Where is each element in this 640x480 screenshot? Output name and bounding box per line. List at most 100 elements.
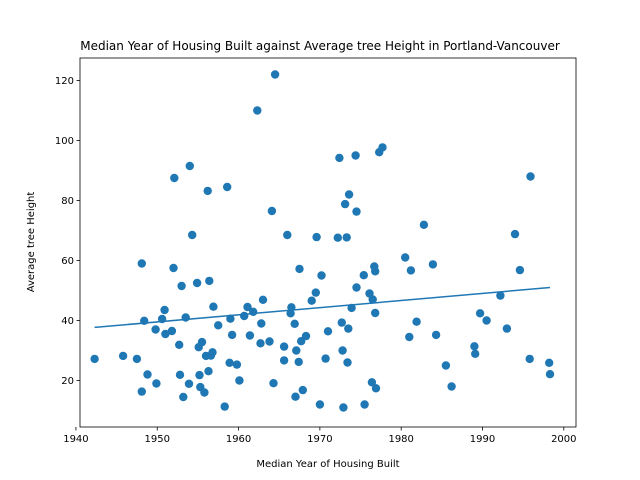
scatter-point xyxy=(298,385,307,395)
scatter-point xyxy=(510,229,520,239)
scatter-point xyxy=(292,346,301,355)
y-axis-label: Average tree Height xyxy=(26,192,37,293)
scatter-point xyxy=(475,309,485,318)
scatter-point xyxy=(340,199,350,209)
scatter-point xyxy=(371,267,380,276)
x-axis-label: Median Year of Housing Built xyxy=(256,459,399,470)
y-tick-label: 40 xyxy=(61,316,74,327)
scatter-point xyxy=(279,356,289,365)
scatter-point xyxy=(270,70,280,79)
scatter-point xyxy=(344,324,353,333)
scatter-point xyxy=(352,207,361,216)
scatter-point xyxy=(359,271,368,280)
scatter-point xyxy=(496,291,505,300)
scatter-point xyxy=(342,233,351,242)
scatter-point xyxy=(368,295,377,304)
scatter-point xyxy=(525,354,534,364)
scatter-point xyxy=(419,220,429,229)
scatter-point xyxy=(200,388,209,397)
scatter-point xyxy=(203,186,212,196)
scatter-point xyxy=(367,378,377,387)
x-tick-label: 1940 xyxy=(63,434,88,445)
scatter-point xyxy=(339,403,348,412)
scatter-point xyxy=(333,233,342,242)
scatter-point xyxy=(169,263,178,273)
scatter-point xyxy=(161,329,170,339)
scatter-point xyxy=(515,265,525,275)
scatter-point xyxy=(311,288,320,297)
scatter-point xyxy=(545,358,554,367)
scatter-point xyxy=(471,349,480,358)
x-tick-label: 2000 xyxy=(551,434,576,445)
scatter-point xyxy=(269,379,278,388)
scatter-point xyxy=(243,302,252,312)
scatter-point xyxy=(257,319,266,328)
scatter-point xyxy=(223,182,232,192)
scatter-point xyxy=(335,153,344,163)
scatter-point xyxy=(337,318,346,327)
scatter-point xyxy=(321,354,330,363)
scatter-point xyxy=(90,354,99,364)
scatter-point xyxy=(118,351,128,361)
scatter-point xyxy=(406,266,416,275)
scatter-point xyxy=(545,370,555,379)
x-tick-label: 1950 xyxy=(145,434,170,445)
scatter-point xyxy=(170,173,179,183)
scatter-point xyxy=(167,326,177,336)
scatter-point xyxy=(371,384,381,393)
scatter-point xyxy=(151,325,160,334)
x-tick-label: 1970 xyxy=(307,434,332,445)
scatter-point xyxy=(312,232,321,242)
scatter-point xyxy=(152,379,161,388)
scatter-point xyxy=(258,295,268,304)
y-tick-label: 80 xyxy=(61,196,74,207)
y-tick-label: 20 xyxy=(61,376,74,387)
scatter-point xyxy=(338,346,347,355)
scatter-point xyxy=(188,230,197,240)
scatter-point xyxy=(441,361,451,370)
scatter-point xyxy=(132,354,142,364)
y-tick-label: 100 xyxy=(55,136,74,147)
scatter-point xyxy=(227,330,237,340)
scatter-point xyxy=(160,305,169,315)
trend-line xyxy=(94,286,551,329)
scatter-point xyxy=(177,281,186,291)
scatter-point xyxy=(378,143,387,152)
scatter-point xyxy=(204,367,213,376)
scatter-point xyxy=(185,161,194,171)
scatter-point xyxy=(267,206,277,216)
scatter-point xyxy=(226,314,235,323)
scatter-point xyxy=(290,319,299,328)
scatter-point xyxy=(240,311,249,321)
scatter-point xyxy=(137,259,146,268)
x-tick-label: 1990 xyxy=(470,434,495,445)
scatter-point xyxy=(295,264,304,274)
scatter-point xyxy=(245,331,255,340)
chart-title: Median Year of Housing Built against Ave… xyxy=(80,39,560,53)
scatter-point xyxy=(214,321,223,330)
axes: 1940 1950 1960 1970 1980 1990 2000 20 40 60 80 100 1… xyxy=(55,57,577,445)
scatter-point xyxy=(209,302,218,311)
scatter-point xyxy=(526,172,535,181)
scatter-point xyxy=(352,283,361,292)
x-tick-label: 1960 xyxy=(226,434,251,445)
scatter-point xyxy=(323,327,333,336)
scatter-point xyxy=(343,358,352,367)
scatter-point xyxy=(181,313,190,322)
scatter-point xyxy=(175,340,184,349)
scatter-point xyxy=(431,330,441,340)
scatter-point xyxy=(482,316,491,325)
scatter-point xyxy=(175,370,185,379)
scatter-point xyxy=(279,342,289,351)
scatter-point xyxy=(294,357,303,367)
x-tick-label: 1980 xyxy=(388,434,413,445)
scatter-point xyxy=(291,392,300,401)
scatter-point xyxy=(405,332,414,342)
scatter-point xyxy=(344,190,354,199)
scatter-point xyxy=(197,337,207,347)
y-tick-label: 120 xyxy=(55,76,74,87)
scatter-point xyxy=(307,296,316,305)
scatter-point xyxy=(232,360,242,369)
scatter-point xyxy=(225,358,234,367)
